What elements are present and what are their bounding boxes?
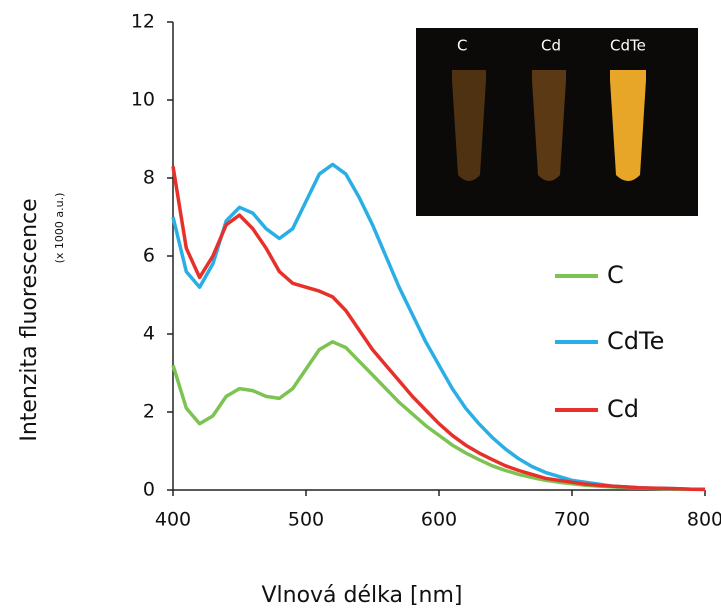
x-tick-label: 600 [421, 509, 457, 531]
inset-photo: C Cd CdTe [416, 28, 698, 216]
x-axis-label: Vlnová délka [nm] [261, 583, 462, 608]
legend-label: CdTe [607, 327, 664, 355]
inset-label: C [457, 37, 467, 55]
y-tick-label: 2 [143, 401, 155, 423]
legend-label: C [607, 261, 624, 289]
tube [532, 70, 566, 181]
y-axis-label: Intenzita fluorescence [17, 198, 42, 441]
y-tick-label: 10 [131, 89, 155, 111]
inset-label: CdTe [610, 37, 646, 55]
y-tick-label: 8 [143, 167, 155, 189]
inset-label: Cd [541, 37, 561, 55]
y-tick-label: 6 [143, 245, 155, 267]
y-tick-label: 12 [131, 11, 155, 33]
legend-label: Cd [607, 395, 639, 423]
x-tick-label: 800 [687, 509, 721, 531]
x-tick-label: 700 [554, 509, 590, 531]
y-axis-unit: (x 1000 a.u.) [53, 193, 66, 264]
x-tick-label: 500 [288, 509, 324, 531]
data-line [171, 166, 705, 491]
y-tick-label: 4 [143, 323, 155, 345]
x-tick-label: 400 [155, 509, 191, 531]
y-tick-label: 0 [143, 479, 155, 501]
tube [610, 70, 646, 181]
tube [452, 70, 486, 181]
